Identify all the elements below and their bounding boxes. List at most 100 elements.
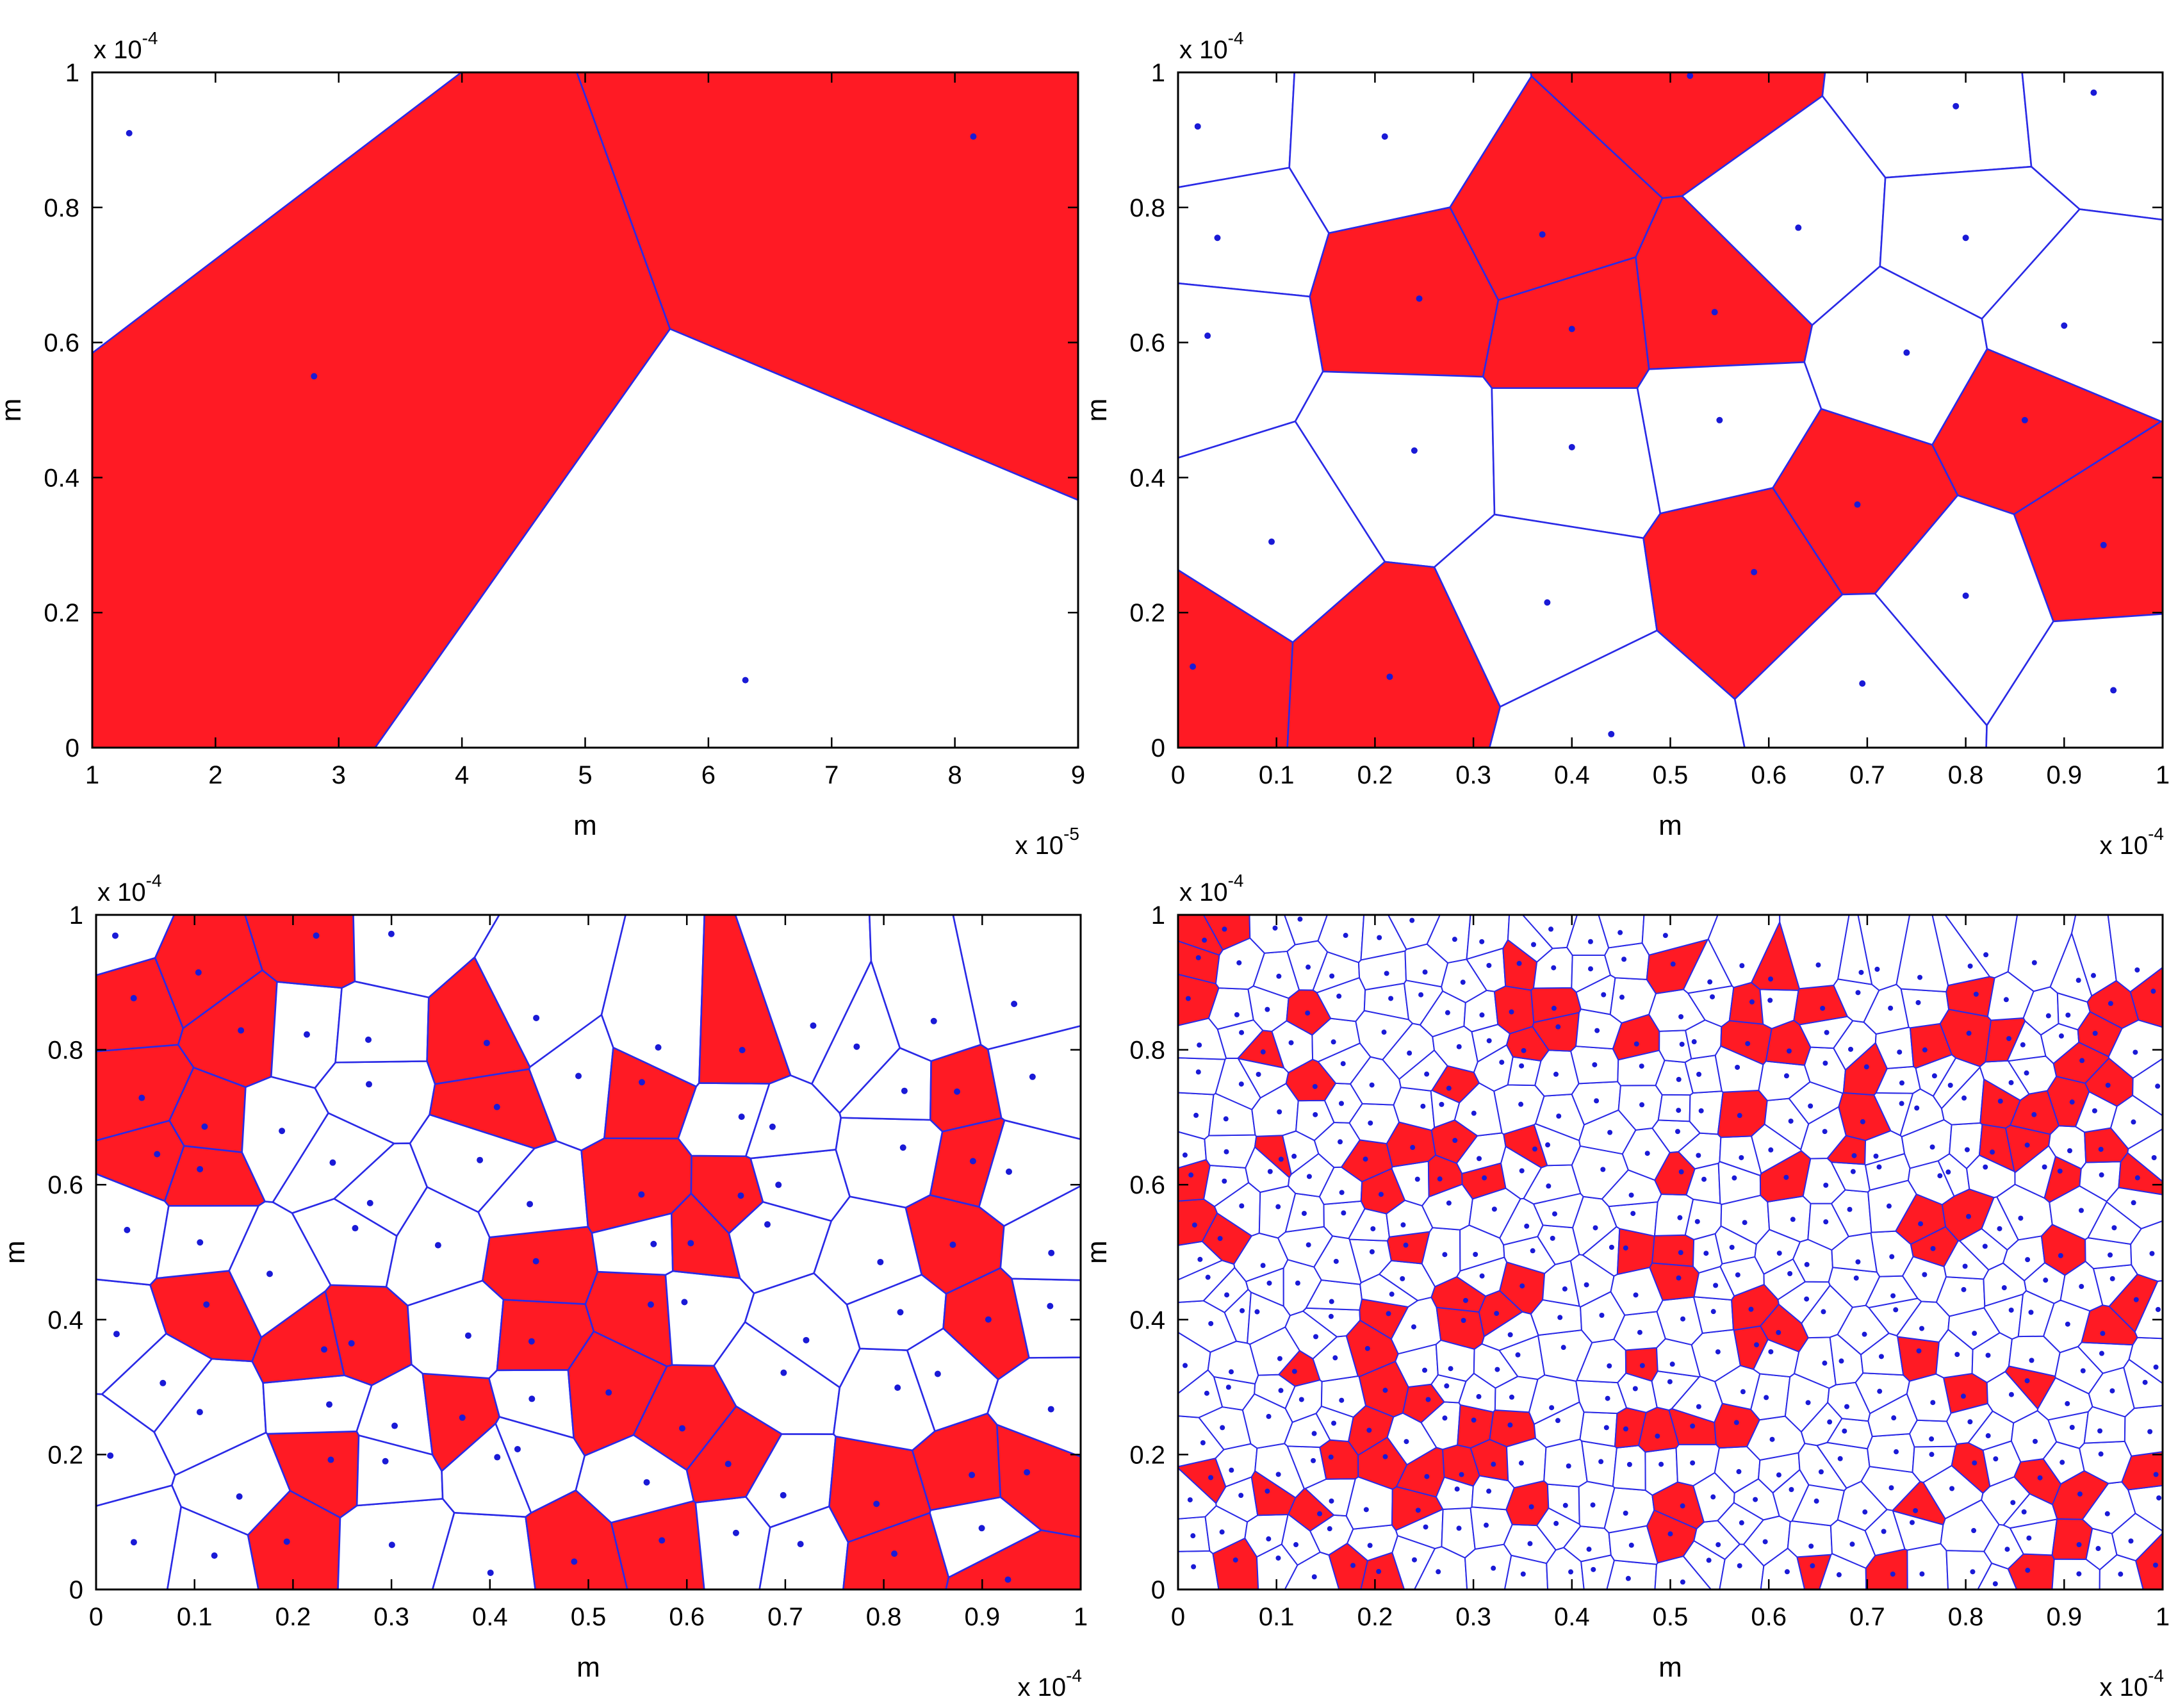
seed-point — [1484, 1522, 1489, 1528]
seed-point — [483, 1039, 490, 1046]
seed-point — [391, 1422, 398, 1429]
seed-point — [2133, 1049, 2138, 1055]
seed-point — [769, 1123, 776, 1130]
seed-point — [1363, 1156, 1368, 1162]
seed-point — [283, 1538, 290, 1545]
seed-point — [1187, 1497, 1193, 1503]
seed-point — [348, 1340, 355, 1347]
seed-point — [1678, 1014, 1684, 1019]
seed-point — [1328, 1454, 1334, 1460]
x-tick-label: 0.3 — [1455, 1603, 1491, 1631]
seed-point — [725, 1461, 732, 1468]
seed-point — [1476, 1393, 1482, 1399]
seed-point — [1494, 1367, 1500, 1372]
seed-point — [1378, 1192, 1384, 1197]
seed-point — [1194, 123, 1201, 130]
seed-point — [2059, 1459, 2065, 1465]
seed-point — [1594, 1028, 1600, 1033]
seed-point — [2008, 1392, 2014, 1397]
seed-point — [2092, 1108, 2097, 1113]
seed-point — [2098, 1451, 2104, 1457]
seed-point — [954, 1088, 961, 1095]
seed-point — [643, 1479, 650, 1486]
seed-point — [1609, 1244, 1614, 1250]
seed-point — [1851, 1153, 1857, 1158]
seed-point — [1328, 1313, 1334, 1319]
seed-point — [365, 1036, 372, 1043]
seed-point — [1733, 1420, 1739, 1425]
seed-point — [1888, 1485, 1894, 1491]
seed-point — [1768, 1147, 1774, 1153]
seed-point — [2065, 1012, 2071, 1018]
x-tick-label: 0.3 — [373, 1603, 409, 1631]
seed-point — [459, 1414, 466, 1421]
y-tick-label: 0.2 — [1129, 599, 1165, 627]
seed-point — [2025, 1257, 2031, 1263]
seed-point — [1381, 1030, 1387, 1035]
seed-point — [978, 1525, 985, 1532]
seed-point — [1568, 1569, 1574, 1575]
seed-point — [1275, 1472, 1281, 1477]
seed-point — [1623, 1426, 1628, 1432]
seed-point — [1267, 1169, 1273, 1174]
seed-point — [494, 1454, 501, 1461]
seed-point — [1384, 971, 1389, 976]
seed-point — [1306, 1242, 1311, 1248]
seed-point — [638, 1191, 645, 1198]
seed-point — [1680, 1579, 1685, 1585]
x-tick-label: 0.6 — [669, 1603, 705, 1631]
x-tick-label: 5 — [578, 761, 592, 789]
seed-point — [2080, 1368, 2086, 1374]
x-tick-label: 0.9 — [2046, 1603, 2082, 1631]
y-axis-label: m — [0, 1240, 31, 1264]
seed-point — [1983, 952, 1989, 958]
seed-point — [211, 1552, 218, 1559]
seed-point — [1710, 994, 1715, 999]
seed-point — [1029, 1073, 1036, 1080]
seed-point — [388, 1541, 395, 1548]
seed-point — [2031, 1112, 2037, 1117]
seed-point — [780, 1369, 787, 1376]
x-tick-label: 0.3 — [1455, 761, 1491, 789]
seed-point — [1850, 1169, 1856, 1174]
seed-point — [1420, 1103, 1426, 1109]
x-tick-label: 1 — [2156, 761, 2170, 789]
seed-point — [1713, 1283, 1719, 1288]
seed-point — [1787, 1270, 1793, 1276]
seed-point — [1972, 1460, 1977, 1466]
seed-point — [985, 1316, 992, 1323]
seed-point — [1479, 1273, 1485, 1279]
seed-point — [1862, 1509, 1868, 1515]
seed-point — [1729, 1244, 1735, 1250]
x-axis-multiplier: x 10-4 — [2099, 824, 2164, 860]
seed-point — [1545, 1142, 1551, 1148]
seed-point — [1972, 1331, 1977, 1336]
seed-point — [160, 1379, 167, 1386]
seed-point — [1004, 1576, 1011, 1583]
seed-point — [527, 1201, 534, 1208]
y-tick-label: 0.2 — [44, 599, 79, 627]
seed-point — [1667, 1379, 1673, 1384]
filled-cell — [1651, 1234, 1695, 1267]
seed-point — [1696, 1404, 1701, 1409]
seed-point — [1937, 1173, 1943, 1179]
seed-point — [1400, 1276, 1405, 1281]
seed-point — [2151, 1155, 2157, 1160]
x-tick-label: 0.7 — [767, 1603, 803, 1631]
x-tick-label: 0.7 — [1849, 761, 1885, 789]
seed-point — [195, 969, 202, 976]
seed-point — [803, 1336, 810, 1343]
seed-point — [742, 677, 749, 684]
seed-point — [1598, 1459, 1604, 1465]
y-axis-label: m — [0, 398, 27, 422]
seed-point — [2097, 1428, 2103, 1434]
seed-point — [2008, 1080, 2014, 1085]
empty-cell — [1606, 1559, 1658, 1590]
seed-point — [1625, 1575, 1631, 1581]
x-tick-label: 0.4 — [1554, 761, 1590, 789]
seed-point — [203, 1301, 210, 1308]
seed-point — [1456, 1525, 1462, 1531]
seed-point — [1822, 1060, 1828, 1066]
seed-point — [1890, 1572, 1896, 1577]
seed-point — [2155, 1306, 2161, 1312]
